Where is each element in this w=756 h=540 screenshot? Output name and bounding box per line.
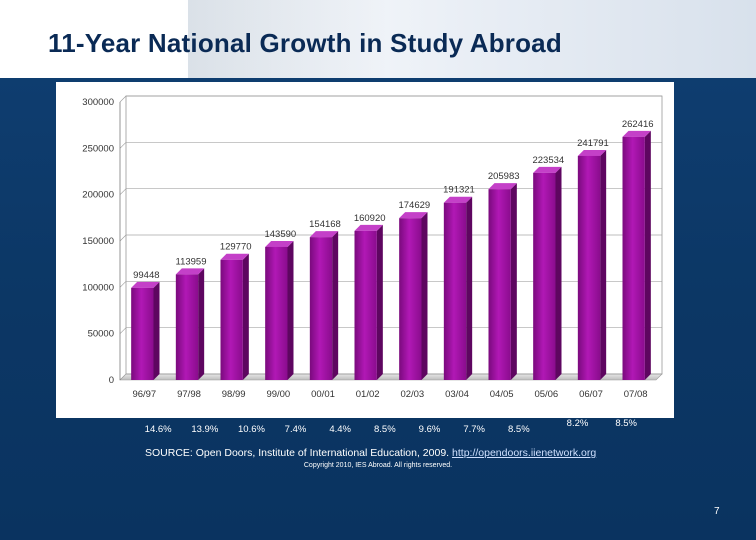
x-tick-label: 00/01 [311,389,335,400]
growth-rate-row: 14.6% 13.9% 10.6% 7.4% 4.4% 8.5% 9.6% 7.7% 8.5% 8… [0,418,756,440]
bar-value-label: 205983 [488,171,520,182]
bar-side [421,212,428,380]
bar [175,274,199,380]
growth-rate-label: 8.2% [566,418,589,429]
bar-side [555,166,562,380]
bar-value-label: 223534 [532,155,564,166]
header-decoration [188,0,388,78]
bar [354,230,377,380]
bar-side [287,240,294,380]
growth-rate-label: 10.6% [238,424,265,435]
x-tick-label: 98/99 [222,389,246,400]
copyright-notice: Copyright 2010, IES Abroad. All rights r… [303,462,453,469]
bar-top [220,253,249,260]
bar-top [399,212,428,219]
source-note: SOURCE: Open Doors, Institute of Interna… [145,447,596,459]
bar [488,189,511,380]
bar-side [242,253,249,380]
bar [309,237,333,380]
bar [622,136,645,380]
bar-side [466,196,473,380]
bar [577,155,601,380]
growth-rate-label: 8.5% [615,418,637,429]
gridline-depth [119,327,127,334]
x-tick-label: 03/04 [445,389,469,400]
bar [265,246,288,380]
y-tick-label: 100000 [82,282,114,293]
bar-value-label: 143590 [264,229,296,240]
bar-top [488,183,517,190]
bar-value-label: 262416 [622,119,654,130]
page-number: 7 [714,506,720,517]
bar [533,172,556,380]
growth-rate-label: 7.7% [463,424,485,435]
source-link[interactable]: http://opendoors.iienetwork.org [452,447,597,459]
bar-value-label: 99448 [133,270,159,281]
bar-top [265,240,294,247]
bar-value-label: 191321 [443,185,475,196]
bar-side [376,224,383,380]
bar-value-label: 113959 [176,256,207,267]
bar-top [622,130,651,137]
y-tick-label: 0 [109,375,114,386]
bar [220,259,243,380]
gridline-depth [119,281,127,288]
bar-value-label: 129770 [220,242,252,253]
growth-rate-label: 7.4% [284,424,307,435]
chart-wall [125,95,663,375]
bar-top [131,281,160,288]
bar-top [354,224,383,231]
x-tick-label: 06/07 [579,389,603,400]
growth-rate-label: 4.4% [329,424,351,435]
x-tick-label: 99/00 [266,389,290,400]
x-tick-label: 02/03 [400,389,424,400]
gridline-depth [119,234,127,242]
y-tick-label: 250000 [82,143,114,154]
bar-side [600,149,607,380]
bar-side [153,281,160,380]
y-tick-label: 300000 [82,97,114,108]
x-tick-label: 96/97 [132,389,156,400]
growth-rate-label: 13.9% [191,424,219,435]
x-tick-label: 05/06 [534,389,558,400]
bar-value-label: 154168 [309,219,341,230]
bar-value-label: 241791 [577,138,609,149]
bar [131,287,154,380]
bar-chart: 0 50000 100000 150000 200000 250000 300000 9944… [82,95,663,400]
growth-rate-label: 9.6% [418,424,441,435]
bar-side [198,268,205,380]
bar-side [510,183,517,380]
chart-panel: 0 50000 100000 150000 200000 250000 300000 9944… [56,82,674,418]
bar [399,218,422,380]
growth-rate-label: 8.5% [508,424,530,435]
x-tick-label: 97/98 [177,389,201,400]
x-tick-label: 07/08 [624,389,648,400]
growth-rate-label: 8.5% [374,424,396,435]
bar-top [175,268,205,275]
bar-top [309,231,339,238]
source-text: SOURCE: Open Doors, Institute of Interna… [145,447,450,459]
x-tick-label: 04/05 [490,389,514,400]
gridline-depth [119,188,127,195]
gridline-depth [119,95,127,103]
x-tick-label: 01/02 [356,389,380,400]
bar-value-label: 174629 [398,200,430,211]
y-tick-label: 50000 [88,329,114,340]
bar-side [332,231,339,380]
y-tick-label: 200000 [82,190,114,201]
bar-top [533,166,562,173]
bar-value-label: 160920 [354,213,386,224]
bar-top [577,149,607,156]
bar [443,202,467,380]
header-tint [180,0,756,78]
bar-side [644,130,651,380]
y-tick-label: 150000 [82,236,114,247]
slide-title: 11-Year National Growth in Study Abroad [48,28,562,58]
growth-rate-label: 14.6% [144,424,172,435]
gridline-depth [119,142,127,149]
bar-top [443,196,473,203]
